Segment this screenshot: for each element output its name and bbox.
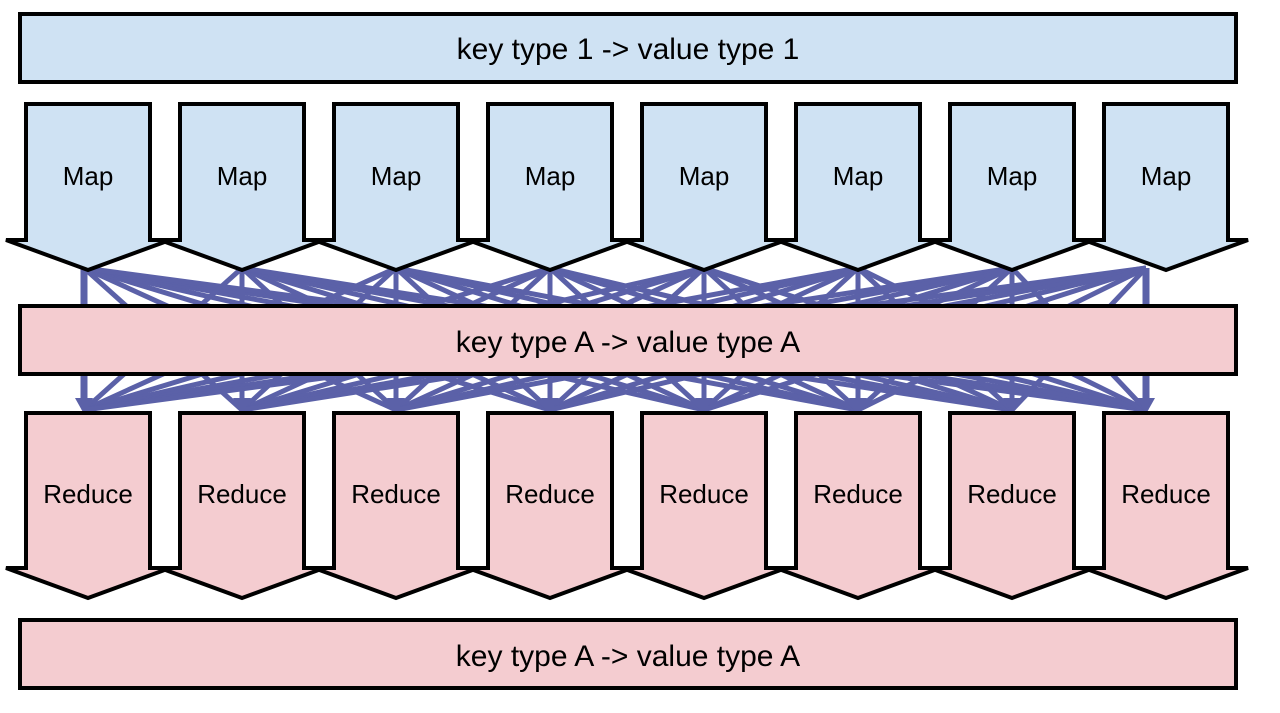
map-chevron [621,102,787,273]
reduce-chevron [929,411,1095,601]
reduce-chevron [313,411,479,601]
reduce-node: Reduce [5,411,171,601]
reduce-label: Reduce [1121,479,1211,509]
map-node: Map [1083,102,1249,273]
map-node: Map [313,102,479,273]
reduce-chevron [775,411,941,601]
output-bar: key type A -> value type A [18,618,1238,690]
map-chevron [159,102,325,273]
reduce-label: Reduce [813,479,903,509]
map-label: Map [525,161,576,191]
reduce-node: Reduce [775,411,941,601]
reduce-node: Reduce [467,411,633,601]
map-chevron [929,102,1095,273]
intermediate-bar-box [18,304,1238,376]
arrowhead [233,398,251,414]
reduce-row: Reduce Reduce Reduce Reduce Reduce Reduce Redu… [5,411,1249,601]
reduce-node: Reduce [313,411,479,601]
map-chevron [313,102,479,273]
output-bar-box [18,618,1238,690]
map-node: Map [467,102,633,273]
map-row: Map Map Map Map Map Map Map Map [5,102,1249,273]
reduce-label: Reduce [505,479,595,509]
arrowhead [387,398,405,414]
reduce-chevron [467,411,633,601]
arrowhead [695,398,713,414]
map-chevron [5,102,171,273]
reduce-chevron [5,411,171,601]
reduce-label: Reduce [351,479,441,509]
reduce-node: Reduce [159,411,325,601]
map-label: Map [63,161,114,191]
map-chevron [775,102,941,273]
map-label: Map [833,161,884,191]
map-node: Map [775,102,941,273]
arrowhead [541,398,559,414]
intermediate-bar-label: key type A -> value type A [456,326,800,359]
input-bar: key type 1 -> value type 1 [18,12,1238,84]
map-node: Map [5,102,171,273]
arrowhead [849,398,867,414]
intermediate-bar: key type A -> value type A [18,304,1238,376]
map-chevron [1083,102,1249,273]
map-node: Map [929,102,1095,273]
input-bar-label: key type 1 -> value type 1 [457,33,800,66]
map-label: Map [679,161,730,191]
input-bar-box [18,12,1238,84]
map-label: Map [1141,161,1192,191]
reduce-chevron [621,411,787,601]
reduce-node: Reduce [929,411,1095,601]
arrowhead [1003,398,1021,414]
map-label: Map [987,161,1038,191]
reduce-label: Reduce [43,479,133,509]
map-label: Map [217,161,268,191]
reduce-label: Reduce [967,479,1057,509]
reduce-chevron [1083,411,1249,601]
map-chevron [467,102,633,273]
output-bar-label: key type A -> value type A [456,640,800,673]
map-node: Map [621,102,787,273]
arrowhead [1137,398,1155,414]
reduce-node: Reduce [1083,411,1249,601]
map-label: Map [371,161,422,191]
reduce-label: Reduce [197,479,287,509]
map-node: Map [159,102,325,273]
reduce-node: Reduce [621,411,787,601]
reduce-chevron [159,411,325,601]
arrowhead [75,398,93,414]
reduce-label: Reduce [659,479,749,509]
